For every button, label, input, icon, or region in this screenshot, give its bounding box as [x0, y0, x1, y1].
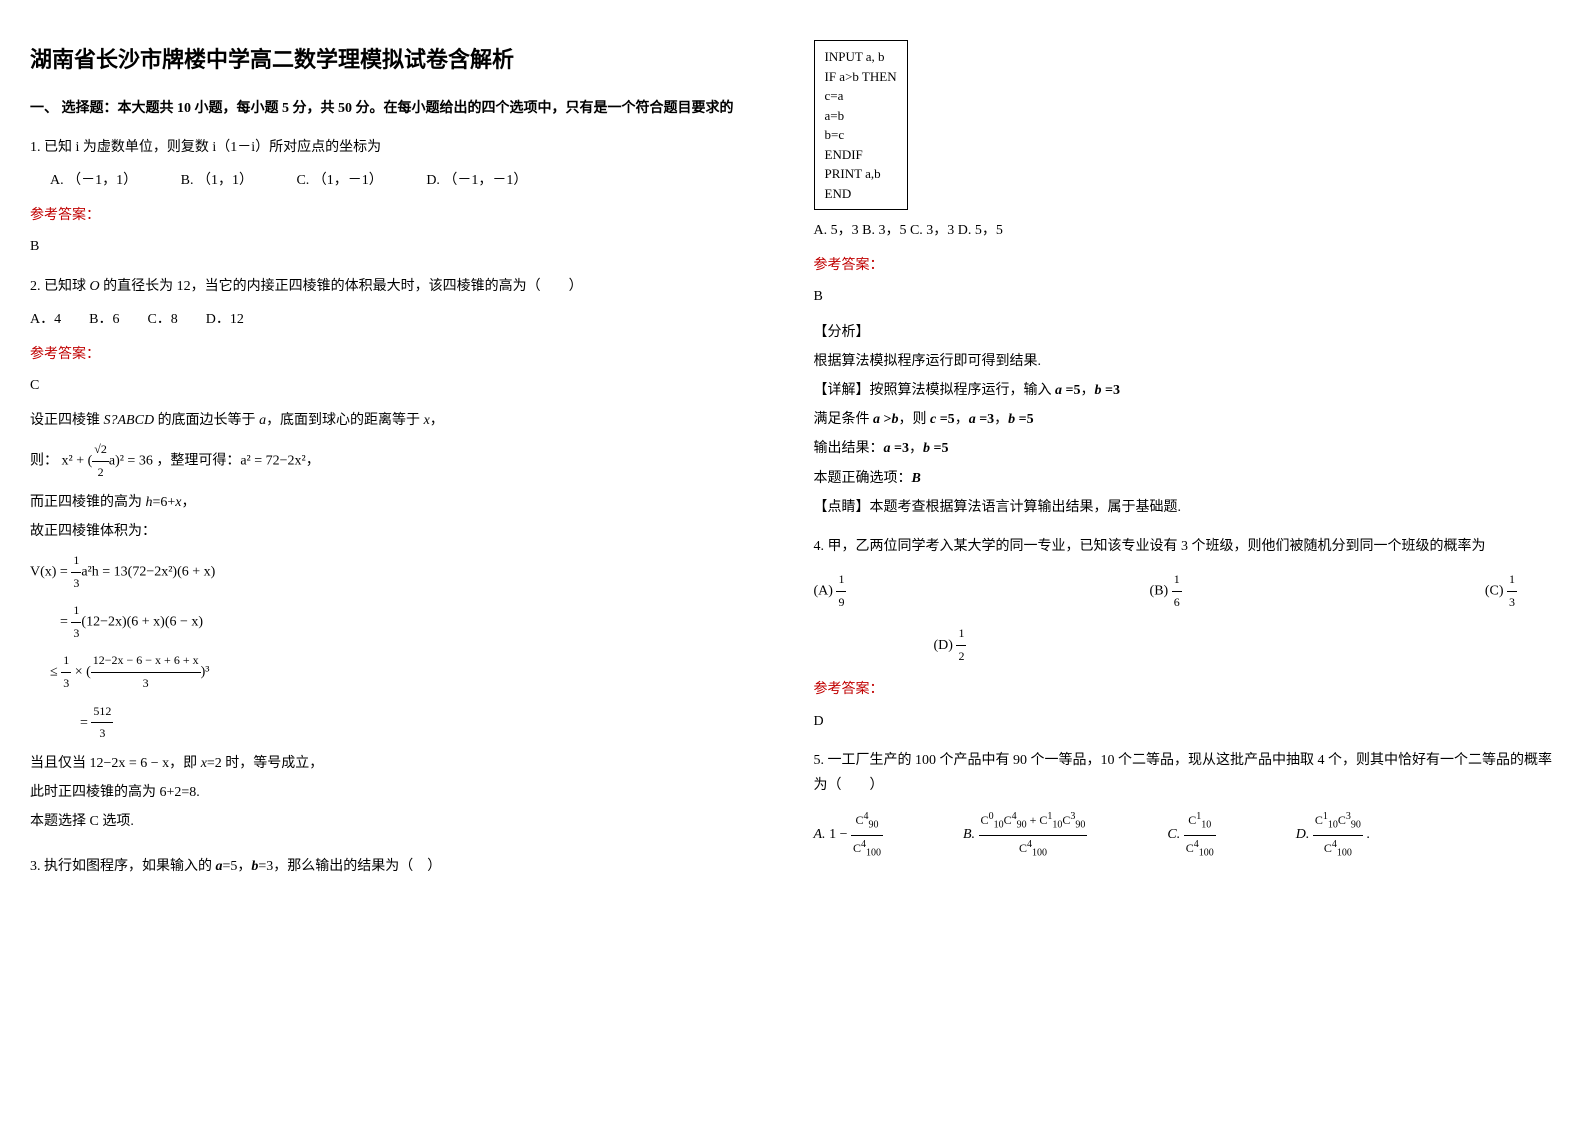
code-l6: ENDIF — [825, 145, 897, 165]
q2-exp1: 设正四棱锥 S?ABCD 的底面边长等于 a，底面到球心的距离等于 x， — [30, 408, 774, 433]
q2-exp2: 则： x² + (√22a)² = 36 ，整理可得：a² = 72−2x²， — [30, 439, 774, 483]
q3-exp1: 根据算法模拟程序运行即可得到结果. — [814, 349, 1558, 374]
q5-opt-d-pre: D. — [1296, 827, 1310, 842]
q2-exp10: 此时正四棱锥的高为 6+2=8. — [30, 780, 774, 805]
code-l5: b=c — [825, 125, 897, 145]
q2-exp4: 故正四棱锥体积为： — [30, 519, 774, 544]
q2-answer: C — [30, 373, 774, 398]
document-title: 湖南省长沙市牌楼中学高二数学理模拟试卷含解析 — [30, 40, 774, 80]
code-box: INPUT a, b IF a>b THEN c=a a=b b=c ENDIF… — [814, 40, 908, 210]
q4-options-row2: (D) 12 — [934, 623, 1558, 667]
q5-opt-c: C. C110C4100 — [1167, 808, 1215, 862]
question-2: 2. 已知球 O 的直径长为 12，当它的内接正四棱锥的体积最大时，该四棱锥的高… — [30, 274, 774, 299]
q4-opt-c: (C) 13 — [1485, 569, 1517, 613]
code-l1: INPUT a, b — [825, 47, 897, 67]
code-l7: PRINT a,b — [825, 164, 897, 184]
q2-exp9: 当且仅当 12−2x = 6 − x，即 x=2 时，等号成立， — [30, 751, 774, 776]
code-l2: IF a>b THEN — [825, 67, 897, 87]
q4-answer: D — [814, 709, 1558, 734]
q3-options: A. 5，3 B. 3，5 C. 3，3 D. 5，5 — [814, 218, 1558, 243]
q3-exp4: 输出结果：a =3，b =5 — [814, 436, 1558, 461]
question-3: 3. 执行如图程序，如果输入的 a=5，b=3，那么输出的结果为（ ） — [30, 854, 774, 879]
q2-exp5: V(x) = 13a²h = 13(72−2x²)(6 + x) — [30, 550, 774, 594]
q4-options-row1: (A) 19 (B) 16 (C) 13 — [814, 569, 1558, 613]
q2-exp8: = 5123 — [80, 701, 774, 745]
q1-opt-d: D. （－1，－1） — [426, 173, 527, 188]
q2-exp7: ≤ 13 × (12−2x − 6 − x + 6 + x3)³ — [50, 650, 774, 694]
q3-exp3: 满足条件 a >b，则 c =5，a =3，b =5 — [814, 407, 1558, 432]
q4-opt-b: (B) 16 — [1150, 569, 1182, 613]
q1-opt-b: B. （1，1） — [181, 173, 253, 188]
code-l4: a=b — [825, 106, 897, 126]
q4-opt-b-pre: (B) — [1150, 583, 1169, 598]
q4-answer-label: 参考答案： — [814, 677, 1558, 702]
q1-opt-c: C. （1，－1） — [296, 173, 382, 188]
q3-exp6: 【点睛】本题考查根据算法语言计算输出结果，属于基础题. — [814, 495, 1558, 520]
question-1: 1. 已知 i 为虚数单位，则复数 i（1－i）所对应点的坐标为 — [30, 135, 774, 160]
q3-answer: B — [814, 284, 1558, 309]
q2-exp2-post: ，整理可得：a² = 72−2x²， — [156, 454, 319, 469]
q5-opt-b: B. C010C490 + C110C390C4100 — [963, 808, 1087, 862]
q4-opt-c-pre: (C) — [1485, 583, 1504, 598]
code-l3: c=a — [825, 86, 897, 106]
q1-answer-label: 参考答案： — [30, 203, 774, 228]
q5-opt-a: A. 1 − C490C4100 — [814, 808, 883, 862]
q3-answer-label: 参考答案： — [814, 253, 1558, 278]
right-column: INPUT a, b IF a>b THEN c=a a=b b=c ENDIF… — [814, 40, 1558, 888]
question-4: 4. 甲，乙两位同学考入某大学的同一专业，已知该专业设有 3 个班级，则他们被随… — [814, 534, 1558, 559]
left-column: 湖南省长沙市牌楼中学高二数学理模拟试卷含解析 一、 选择题：本大题共 10 小题… — [30, 40, 774, 888]
code-l8: END — [825, 184, 897, 204]
q2-text: 2. 已知球 O 的直径长为 12，当它的内接正四棱锥的体积最大时，该四棱锥的高… — [30, 279, 583, 294]
q2-answer-label: 参考答案： — [30, 342, 774, 367]
q2-options: A．4 B．6 C．8 D．12 — [30, 307, 774, 332]
q4-opt-a-pre: (A) — [814, 583, 833, 598]
q1-answer: B — [30, 234, 774, 259]
section-header: 一、 选择题：本大题共 10 小题，每小题 5 分，共 50 分。在每小题给出的… — [30, 96, 774, 121]
q5-opt-a-pre: A. — [814, 827, 826, 842]
q5-opt-b-pre: B. — [963, 827, 975, 842]
q2-exp2-pre: 则： — [30, 454, 58, 469]
q2-exp3: 而正四棱锥的高为 h=6+x， — [30, 490, 774, 515]
q5-opt-d: D. C110C390C4100 . — [1296, 808, 1370, 862]
q3-exp5: 本题正确选项：B — [814, 466, 1558, 491]
q2-exp11: 本题选择 C 选项. — [30, 809, 774, 834]
q1-opt-a: A. （－1，1） — [50, 173, 137, 188]
q4-opt-a: (A) 19 — [814, 569, 847, 613]
q4-opt-d: (D) 12 — [934, 638, 967, 653]
q5-options: A. 1 − C490C4100 B. C010C490 + C110C390C… — [814, 808, 1558, 862]
q1-options: A. （－1，1） B. （1，1） C. （1，－1） D. （－1，－1） — [50, 168, 774, 193]
q2-exp6: = 13(12−2x)(6 + x)(6 − x) — [60, 600, 774, 644]
q4-opt-d-pre: (D) — [934, 638, 953, 653]
question-5: 5. 一工厂生产的 100 个产品中有 90 个一等品，10 个二等品，现从这批… — [814, 748, 1558, 798]
q5-opt-c-pre: C. — [1167, 827, 1180, 842]
q3-exp2: 【详解】按照算法模拟程序运行，输入 a =5，b =3 — [814, 378, 1558, 403]
q3-exp-h1: 【分析】 — [814, 320, 1558, 345]
